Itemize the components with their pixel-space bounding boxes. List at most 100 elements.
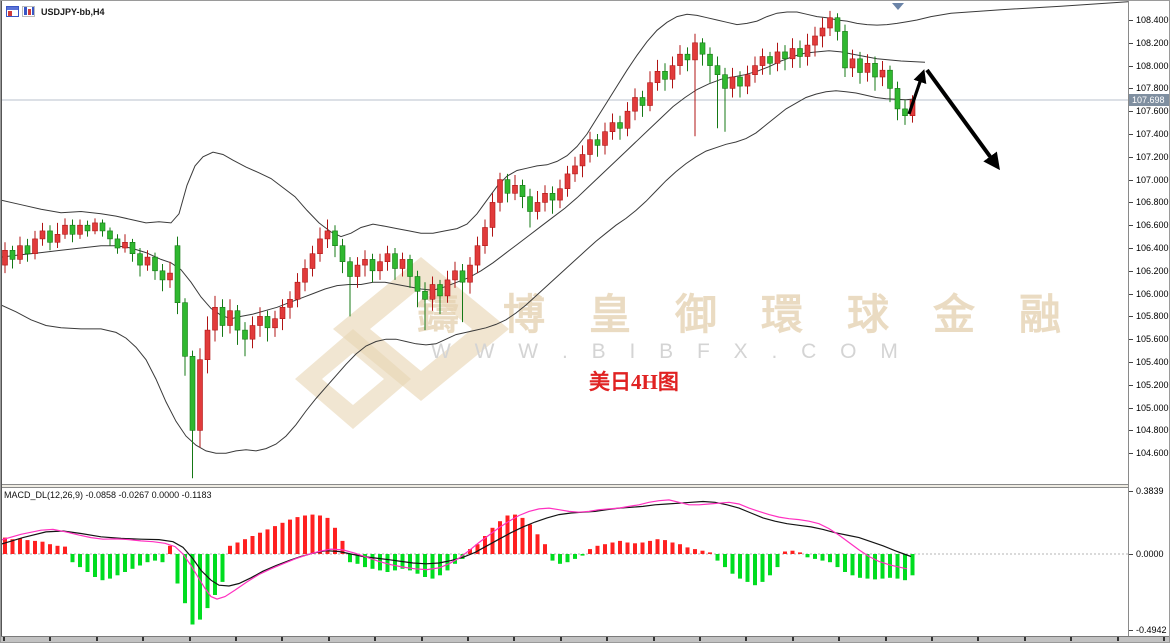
- price-axis-label-tick: [1129, 66, 1133, 67]
- candle: [467, 257, 473, 294]
- candle-body: [152, 256, 158, 272]
- bollinger-upper-band: [2, 1, 1128, 238]
- candle-body: [339, 245, 346, 262]
- candle-body: [534, 202, 541, 212]
- macd-bar: [78, 554, 82, 568]
- macd-signal-line: [2, 499, 908, 600]
- macd-pane[interactable]: [1, 499, 1128, 625]
- macd-bar: [565, 554, 570, 563]
- candle: [849, 49, 856, 77]
- candle: [189, 350, 196, 479]
- price-axis-label: 107.400: [1136, 129, 1169, 139]
- macd-axis-label: 0.3839: [1136, 486, 1164, 496]
- candle: [482, 219, 488, 254]
- macd-bar: [880, 554, 885, 579]
- macd-bar: [708, 552, 712, 554]
- candle: [677, 45, 683, 75]
- candle-body: [422, 290, 428, 300]
- candle: [204, 316, 211, 374]
- candle: [219, 299, 226, 337]
- candle-body: [579, 154, 586, 167]
- candle-body: [429, 284, 436, 300]
- candle: [774, 42, 781, 72]
- macd-axis-label: 0.0000: [1136, 549, 1164, 559]
- macd-bar: [3, 537, 7, 554]
- price-axis-label: 106.600: [1136, 220, 1169, 230]
- price-axis-label-tick: [1129, 408, 1133, 409]
- candle-body: [782, 51, 788, 60]
- candle-body: [587, 139, 593, 155]
- candle: [489, 193, 496, 237]
- time-axis-tick: [49, 637, 51, 641]
- candle: [167, 261, 173, 288]
- price-axis-label-tick: [1129, 225, 1133, 226]
- time-axis-tick: [699, 637, 701, 641]
- macd-bar: [190, 554, 195, 625]
- candle: [684, 47, 691, 72]
- candle: [902, 99, 908, 125]
- price-axis-label: 106.000: [1136, 289, 1169, 299]
- candle: [129, 238, 136, 262]
- macd-bar: [288, 519, 292, 554]
- arrow-up-object[interactable]: [907, 69, 927, 115]
- candle: [834, 13, 841, 41]
- price-axis[interactable]: 107.698 108.400 108.200 108.000 107.800 107.…: [1129, 1, 1169, 636]
- macd-bar: [850, 554, 855, 576]
- candle: [564, 165, 571, 197]
- macd-bar: [145, 554, 150, 563]
- macd-bar: [828, 554, 832, 563]
- macd-bar: [843, 554, 847, 572]
- candle-body: [512, 185, 518, 194]
- candle: [32, 230, 38, 260]
- candle-body: [17, 245, 23, 260]
- candle: [197, 348, 203, 448]
- candle-body: [677, 53, 683, 66]
- candle: [437, 279, 443, 315]
- candle: [504, 173, 511, 203]
- candle: [429, 276, 436, 311]
- candle-body: [684, 53, 691, 61]
- candle: [309, 245, 316, 277]
- candle-body: [639, 97, 646, 106]
- macd-bar: [820, 554, 825, 561]
- macd-bar: [910, 554, 915, 576]
- watermark-url-text: W W W . B I B F X . C O M: [431, 340, 907, 363]
- chart-window-icon: [6, 6, 19, 17]
- candle-body: [129, 242, 136, 255]
- candle: [369, 253, 376, 283]
- candle-body: [362, 259, 368, 266]
- macd-bar: [753, 554, 757, 586]
- candle-body: [557, 188, 563, 201]
- candle: [324, 219, 331, 248]
- macd-bar: [528, 524, 532, 554]
- macd-bar: [138, 554, 142, 566]
- chart-title-bar: USDJPY-bb,H4: [6, 5, 105, 18]
- candle: [647, 71, 653, 112]
- price-axis-label-tick: [1129, 385, 1133, 386]
- main-price-pane[interactable]: [1, 1, 1136, 479]
- price-axis-label: 107.800: [1136, 83, 1169, 93]
- pane-splitter[interactable]: [1, 484, 1169, 488]
- candle: [294, 273, 301, 308]
- candle: [722, 67, 728, 132]
- time-axis-strip[interactable]: [1, 636, 1169, 642]
- macd-bar: [385, 554, 390, 572]
- candle-body: [879, 69, 886, 78]
- arrow-down-object[interactable]: [925, 68, 1000, 171]
- candle: [497, 172, 503, 212]
- price-axis-label: 108.000: [1136, 61, 1169, 71]
- candle: [92, 218, 98, 235]
- candle-body: [797, 48, 803, 57]
- time-axis-tick: [1070, 637, 1072, 641]
- candle-body: [482, 227, 488, 247]
- macd-bar: [730, 554, 735, 574]
- candle-body: [92, 222, 98, 232]
- chart-caption-text: 美日4H图: [589, 370, 679, 394]
- macd-bar: [100, 554, 105, 581]
- price-axis-label-tick: [1129, 362, 1133, 363]
- candle: [879, 61, 886, 87]
- top-anchor-marker[interactable]: [892, 3, 904, 10]
- candle-body: [272, 318, 278, 329]
